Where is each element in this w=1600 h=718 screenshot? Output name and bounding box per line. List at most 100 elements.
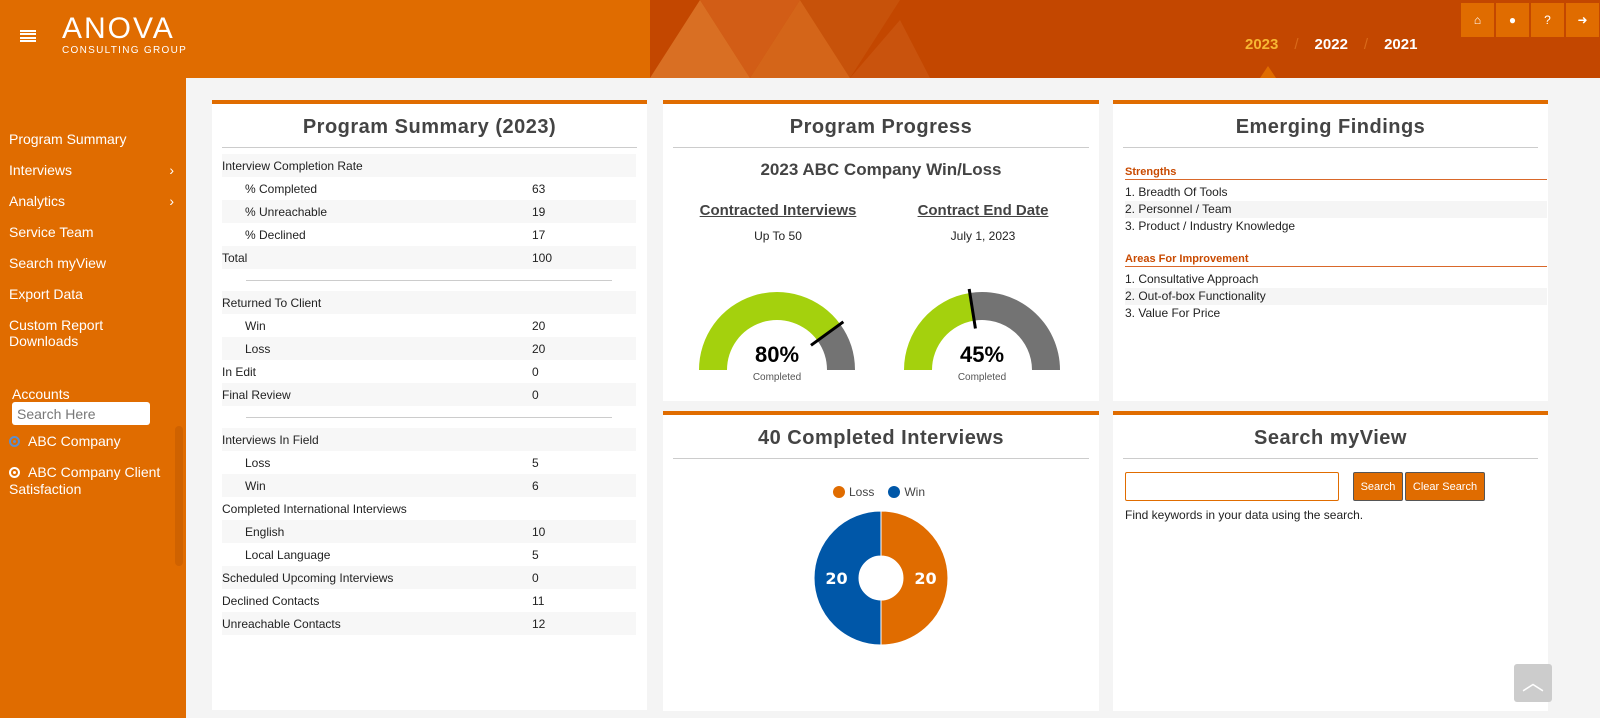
legend-label: Loss [849,485,875,499]
sidebar-item-interviews[interactable]: Interviews › [9,162,174,178]
nav-label: Program Summary [9,131,127,147]
radio-icon[interactable] [9,467,20,478]
gauge-value-text: Up To 50 [754,229,802,243]
row-label: Completed International Interviews [222,501,407,516]
sidebar-item-search-myview[interactable]: Search myView [9,255,174,271]
gauge-caption: Completed [752,372,802,383]
year-2022[interactable]: 2022 [1314,36,1348,53]
accounts-label: Accounts [12,386,70,402]
gauge-fill [904,292,975,370]
logout-button[interactable]: ➜ [1566,3,1599,37]
chevron-right-icon: › [169,193,174,209]
clear-search-button[interactable]: Clear Search [1405,472,1485,501]
row-label: Total [222,250,248,265]
card-title: Program Progress [673,116,1089,148]
card-title: Emerging Findings [1123,116,1538,148]
table-row: Loss 5 [222,451,636,474]
gauge-contracted-interviews [699,292,855,370]
gauge-needle [810,320,845,347]
search-hint: Find keywords in your data using the sea… [1125,508,1364,522]
legend-dot [888,486,901,498]
row-label: Local Language [245,547,331,562]
user-icon: ● [1508,13,1517,27]
row-label: % Declined [245,227,306,242]
table-divider [222,406,636,428]
sidebar-item-program-summary[interactable]: Program Summary [9,131,174,147]
row-value: 100 [532,250,553,265]
row-value: 12 [532,616,546,631]
card-title: Program Summary (2023) [222,116,637,148]
profile-button[interactable]: ● [1496,3,1529,37]
year-2021[interactable]: 2021 [1384,36,1418,53]
table-row: Win 6 [222,474,636,497]
gauge-value-text: July 1, 2023 [950,229,1016,243]
divider-line [246,279,612,281]
table-row: Final Review 0 [222,383,636,406]
gauge-percent: 45% [959,342,1005,367]
row-label: Interview Completion Rate [222,158,363,173]
hamburger-menu-icon[interactable] [20,30,36,42]
radio-selected-icon[interactable] [9,436,20,447]
table-row: Local Language 5 [222,543,636,566]
strength-item: 3. Product / Industry Knowledge [1125,219,1296,233]
strength-item: 1. Breadth Of Tools [1125,185,1228,199]
row-value: 0 [532,570,539,585]
year-selector: 2023 / 2022 / 2021 [1245,36,1417,53]
table-row: % Unreachable 19 [222,200,636,223]
accounts-search-input[interactable] [12,402,150,425]
table-row: Unreachable Contacts 12 [222,612,636,635]
help-button[interactable]: ? [1531,3,1564,37]
row-label: Scheduled Upcoming Interviews [222,570,394,585]
improvement-heading: Areas For Improvement [1125,253,1547,267]
summary-table: Interview Completion Rate% Completed 63% … [222,154,636,635]
donut-slice-win[interactable] [813,510,882,646]
donut-data-label: 20 [914,569,936,588]
header-triangle-pattern [650,0,930,78]
keyword-search-input[interactable] [1125,472,1339,501]
table-row: English 10 [222,520,636,543]
row-label: Returned To Client [222,295,322,310]
donut-slice-loss[interactable] [880,510,949,646]
search-button[interactable]: Search [1353,472,1403,501]
row-label: Win [245,478,266,493]
card-title: 40 Completed Interviews [673,427,1089,459]
legend-item-win[interactable]: Win [888,485,925,499]
row-label: % Unreachable [245,204,328,219]
year-2023[interactable]: 2023 [1245,36,1279,53]
account-abc-company[interactable]: ABC Company [9,433,179,450]
nav-label: Search myView [9,255,107,271]
row-label: English [245,524,285,539]
legend-item-loss[interactable]: Loss [833,485,874,499]
sidebar-item-export-data[interactable]: Export Data [9,286,174,302]
program-summary-card: Program Summary (2023) Interview Complet… [212,100,647,710]
contracted-interviews: Contracted Interviews Up To 50 [693,202,863,243]
row-label: Loss [245,341,271,356]
row-label: % Completed [245,181,318,196]
sidebar: Program Summary Interviews › Analytics › S… [0,78,186,718]
anova-logo[interactable]: ANOVA CONSULTING GROUP [62,14,187,57]
table-row: Interviews In Field [222,428,636,451]
row-value: 0 [532,387,539,402]
table-row: Interview Completion Rate [222,154,636,177]
scroll-to-top-button[interactable]: ︿ [1514,664,1552,702]
row-value: 10 [532,524,546,539]
nav-label: Export Data [9,286,83,302]
logout-icon: ➜ [1577,13,1588,27]
account-abc-company-client-satisfaction[interactable]: ABC Company Client Satisfaction [9,464,179,498]
home-button[interactable]: ⌂ [1461,3,1494,37]
gauge-contract-end-date [904,288,1060,370]
active-year-caret [1260,66,1276,78]
row-label: In Edit [222,364,257,379]
gauge-percent: 80% [754,342,800,367]
contract-end-date: Contract End Date July 1, 2023 [898,202,1068,243]
sidebar-scrollbar[interactable] [175,426,183,566]
row-value: 5 [532,455,539,470]
chart-legend: Loss Win [833,485,925,499]
sidebar-item-custom-report-downloads[interactable]: Custom Report Downloads [9,317,119,349]
improvement-item: 2. Out-of-box Functionality [1125,288,1547,305]
program-progress-card: Program Progress 2023 ABC Company Win/Lo… [663,100,1099,401]
sidebar-item-analytics[interactable]: Analytics › [9,193,174,209]
sidebar-item-service-team[interactable]: Service Team [9,224,174,240]
gauge-caption: Completed [957,372,1007,383]
nav-label: Custom Report Downloads [9,317,104,349]
